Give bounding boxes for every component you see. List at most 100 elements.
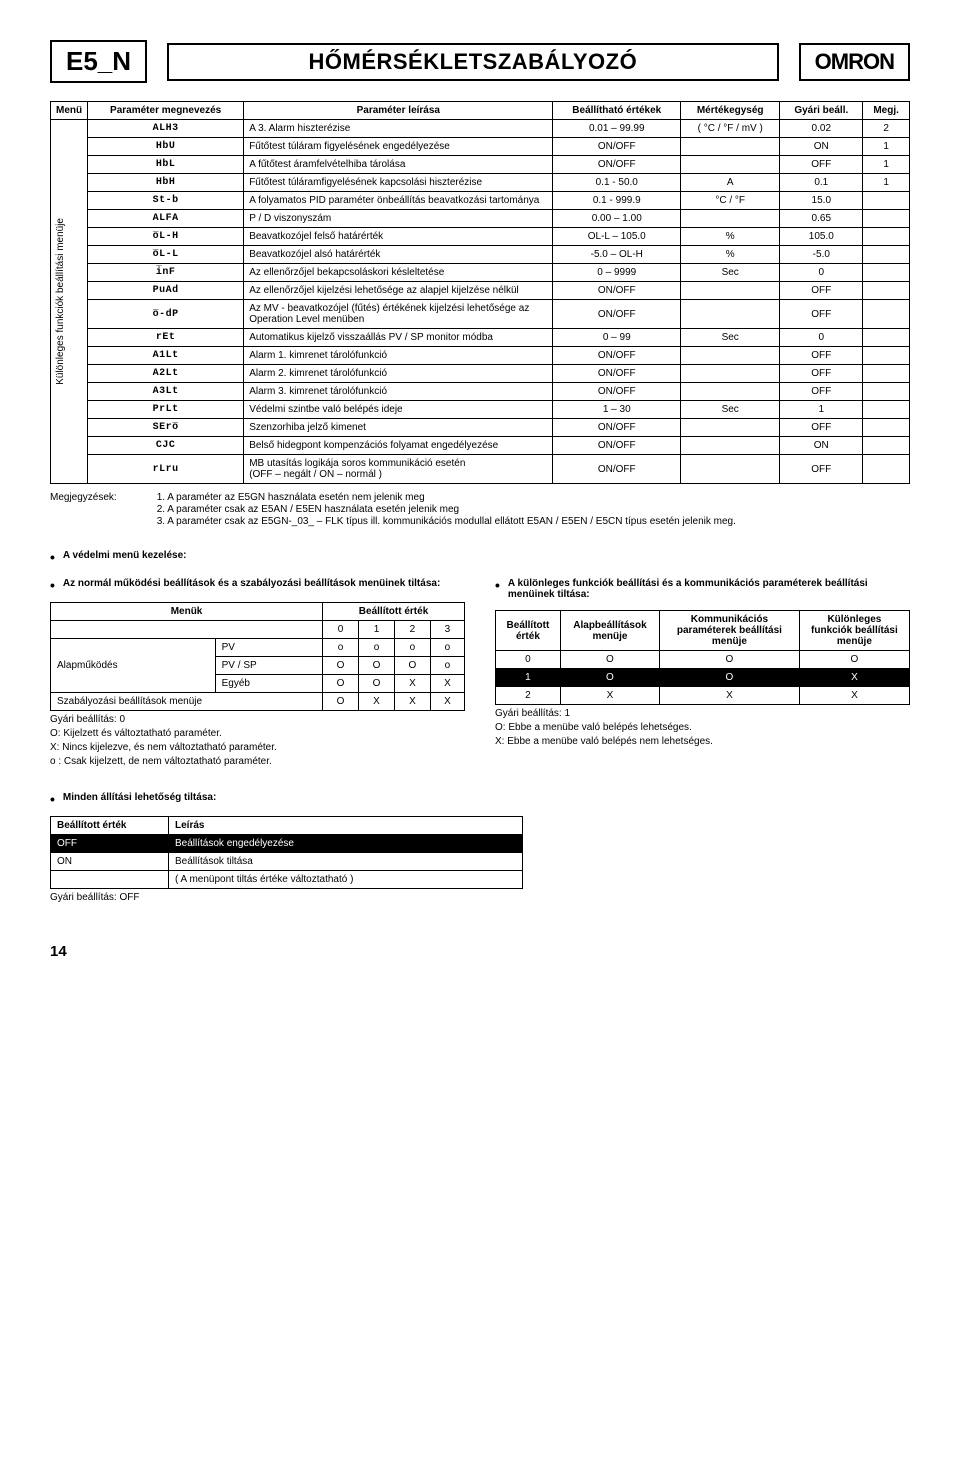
- footer-line: O: Ebbe a menübe való belépés lehetséges…: [495, 722, 910, 733]
- footer-line: Gyári beállítás: 0: [50, 714, 465, 725]
- cell: O: [660, 669, 800, 687]
- hdr-alap: Alapbeállítások menüje: [560, 611, 659, 651]
- param-desc: Alarm 2. kimrenet tárolófunkció: [244, 365, 553, 383]
- hdr-komm: Kommunikációs paraméterek beállítási men…: [660, 611, 800, 651]
- note-line: 3. A paraméter csak az E5GN-_03_ – FLK t…: [157, 516, 736, 527]
- param-unit: [681, 347, 780, 365]
- table-row: HbLA fűtőtest áramfelvételhiba tárolásaO…: [51, 156, 910, 174]
- param-unit: Sec: [681, 264, 780, 282]
- hdr-desc: Leírás: [169, 817, 523, 835]
- param-unit: [681, 138, 780, 156]
- param-factory: OFF: [780, 419, 863, 437]
- param-code: rEt: [88, 329, 244, 347]
- cell: X: [394, 675, 430, 693]
- param-unit: ( °C / °F / mV ): [681, 120, 780, 138]
- c0: 0: [323, 621, 359, 639]
- col-range: Beállítható értékek: [553, 102, 681, 120]
- param-factory: ON: [780, 437, 863, 455]
- param-desc: Szenzorhiba jelző kimenet: [244, 419, 553, 437]
- cell: X: [430, 675, 464, 693]
- param-range: ON/OFF: [553, 383, 681, 401]
- param-code: i̅nF: [88, 264, 244, 282]
- param-code: HbU: [88, 138, 244, 156]
- param-code: o̅L-L: [88, 246, 244, 264]
- param-factory: 0: [780, 264, 863, 282]
- table-header-row: Menü Paraméter megnevezés Paraméter leír…: [51, 102, 910, 120]
- param-note: 1: [863, 138, 910, 156]
- param-range: OL-L – 105.0: [553, 228, 681, 246]
- param-factory: 0: [780, 329, 863, 347]
- right-block: A különleges funkciók beállítási és a ko…: [495, 578, 910, 750]
- param-range: 0.01 – 99.99: [553, 120, 681, 138]
- param-code: A1Lt: [88, 347, 244, 365]
- param-code: ALFA: [88, 210, 244, 228]
- param-range: 0 – 99: [553, 329, 681, 347]
- param-note: [863, 419, 910, 437]
- footer-line: X: Nincs kijelezve, és nem változtatható…: [50, 742, 465, 753]
- param-unit: %: [681, 228, 780, 246]
- disable-all-title: Minden állítási lehetőség tiltása:: [50, 792, 910, 806]
- cell: X: [359, 693, 395, 711]
- param-desc: Alarm 1. kimrenet tárolófunkció: [244, 347, 553, 365]
- param-desc: Az MV - beavatkozójel (fűtés) értékének …: [244, 300, 553, 329]
- param-desc: A fűtőtest áramfelvételhiba tárolása: [244, 156, 553, 174]
- cell: ON: [51, 853, 169, 871]
- row-egyeb: Egyéb: [215, 675, 322, 693]
- cell: X: [430, 693, 464, 711]
- left-footer: Gyári beállítás: 0 O: Kijelzett és válto…: [50, 714, 465, 767]
- param-note: 1: [863, 174, 910, 192]
- table-row: o̅-dPAz MV - beavatkozójel (fűtés) érték…: [51, 300, 910, 329]
- table-row: o̅L-HBeavatkozójel felső határértékOL-L …: [51, 228, 910, 246]
- table-row: CJCBelső hidegpont kompenzációs folyamat…: [51, 437, 910, 455]
- param-range: ON/OFF: [553, 365, 681, 383]
- param-code: PuAd: [88, 282, 244, 300]
- hdr-menus: Menük: [51, 603, 323, 621]
- param-desc: Automatikus kijelző visszaállás PV / SP …: [244, 329, 553, 347]
- table-row: PrLtVédelmi szintbe való belépés ideje1 …: [51, 401, 910, 419]
- param-note: [863, 437, 910, 455]
- footer-line: O: Kijelzett és változtatható paraméter.: [50, 728, 465, 739]
- param-note: [863, 383, 910, 401]
- cell: 2: [496, 687, 561, 705]
- notes-body: 1. A paraméter az E5GN használata esetén…: [157, 492, 736, 528]
- c1: 1: [359, 621, 395, 639]
- table-row: ALFAP / D viszonyszám0.00 – 1.000.65: [51, 210, 910, 228]
- param-factory: 0.02: [780, 120, 863, 138]
- param-note: [863, 455, 910, 484]
- param-desc: Belső hidegpont kompenzációs folyamat en…: [244, 437, 553, 455]
- cell: O: [323, 675, 359, 693]
- param-code: A3Lt: [88, 383, 244, 401]
- table-row: i̅nFAz ellenőrzőjel bekapcsoláskori késl…: [51, 264, 910, 282]
- param-range: ON/OFF: [553, 138, 681, 156]
- param-code: o̅-dP: [88, 300, 244, 329]
- cell: ( A menüpont tiltás értéke változtatható…: [169, 871, 523, 889]
- parameter-table: Menü Paraméter megnevezés Paraméter leír…: [50, 101, 910, 484]
- param-unit: [681, 437, 780, 455]
- param-desc: Alarm 3. kimrenet tárolófunkció: [244, 383, 553, 401]
- note-line: 2. A paraméter csak az E5AN / E5EN haszn…: [157, 504, 736, 515]
- param-unit: [681, 282, 780, 300]
- cell: o: [430, 639, 464, 657]
- param-desc: Az ellenőrzőjel bekapcsoláskori késlelte…: [244, 264, 553, 282]
- left-block: Az normál működési beállítások és a szab…: [50, 578, 465, 770]
- param-note: [863, 264, 910, 282]
- param-code: A2Lt: [88, 365, 244, 383]
- cell: O: [560, 651, 659, 669]
- cell: 1: [496, 669, 561, 687]
- hdr-kul: Különleges funkciók beállítási menüje: [799, 611, 909, 651]
- param-note: [863, 347, 910, 365]
- param-factory: OFF: [780, 347, 863, 365]
- cell: O: [560, 669, 659, 687]
- hdr-val: Beállított érték: [323, 603, 465, 621]
- cell: X: [560, 687, 659, 705]
- param-unit: [681, 156, 780, 174]
- left-table: Menük Beállított érték 0 1 2 3 Alapműköd…: [50, 602, 465, 711]
- param-code: SEro̅: [88, 419, 244, 437]
- param-factory: 0.1: [780, 174, 863, 192]
- footer-line: X: Ebbe a menübe való belépés nem lehets…: [495, 736, 910, 747]
- cell: Beállítások engedélyezése: [169, 835, 523, 853]
- cell: o: [359, 639, 395, 657]
- param-range: ON/OFF: [553, 455, 681, 484]
- cell: OFF: [51, 835, 169, 853]
- cell: X: [394, 693, 430, 711]
